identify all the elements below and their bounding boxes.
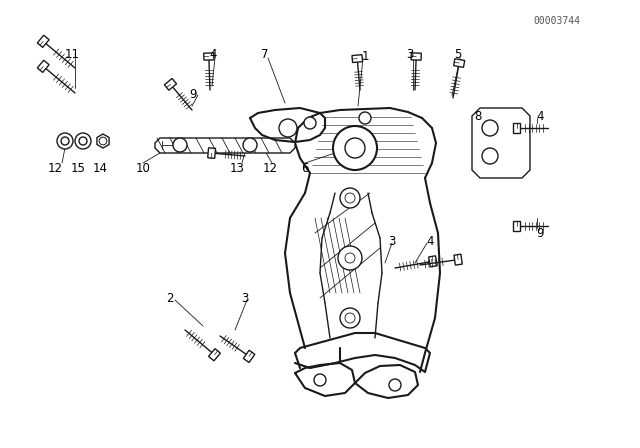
Circle shape [345, 138, 365, 158]
Text: 1: 1 [361, 49, 369, 63]
Text: 12: 12 [262, 161, 278, 175]
Polygon shape [411, 53, 421, 60]
Polygon shape [204, 53, 214, 60]
Circle shape [359, 112, 371, 124]
Polygon shape [454, 254, 462, 265]
Circle shape [314, 374, 326, 386]
Circle shape [345, 313, 355, 323]
Polygon shape [37, 35, 49, 47]
Circle shape [345, 253, 355, 263]
Circle shape [482, 120, 498, 136]
Circle shape [99, 137, 107, 145]
Circle shape [340, 188, 360, 208]
Polygon shape [429, 256, 437, 267]
Text: 3: 3 [241, 292, 249, 305]
Text: 7: 7 [261, 47, 269, 60]
Circle shape [243, 138, 257, 152]
Text: 13: 13 [230, 161, 244, 175]
Polygon shape [454, 59, 465, 67]
Circle shape [342, 130, 358, 146]
Circle shape [338, 246, 362, 270]
Polygon shape [209, 349, 220, 361]
Polygon shape [208, 148, 216, 158]
Polygon shape [513, 123, 520, 133]
Polygon shape [352, 55, 362, 63]
Polygon shape [164, 78, 177, 90]
Text: 8: 8 [474, 109, 482, 122]
Text: 15: 15 [70, 161, 85, 175]
Polygon shape [155, 138, 295, 153]
Text: 14: 14 [93, 161, 108, 175]
Text: 9: 9 [189, 87, 196, 100]
Polygon shape [513, 221, 520, 231]
Circle shape [333, 126, 377, 170]
Circle shape [482, 148, 498, 164]
Text: 4: 4 [536, 109, 544, 122]
Polygon shape [37, 60, 49, 73]
Text: 2: 2 [166, 292, 173, 305]
Circle shape [79, 137, 87, 145]
Text: 3: 3 [388, 234, 396, 247]
Circle shape [304, 117, 316, 129]
Polygon shape [243, 350, 255, 362]
Text: 10: 10 [136, 161, 150, 175]
Circle shape [75, 133, 91, 149]
Polygon shape [97, 134, 109, 148]
Text: 4: 4 [426, 234, 434, 247]
Text: 3: 3 [406, 47, 413, 60]
Circle shape [173, 138, 187, 152]
Text: 9: 9 [536, 227, 544, 240]
Text: 5: 5 [454, 47, 461, 60]
Text: 00003744: 00003744 [533, 16, 580, 26]
Circle shape [57, 133, 73, 149]
Circle shape [389, 379, 401, 391]
Circle shape [279, 119, 297, 137]
Circle shape [61, 137, 69, 145]
Polygon shape [472, 108, 530, 178]
Circle shape [340, 308, 360, 328]
Text: 6: 6 [301, 161, 308, 175]
Text: 4: 4 [209, 47, 217, 60]
Text: 12: 12 [47, 161, 63, 175]
Circle shape [345, 193, 355, 203]
Text: 11: 11 [65, 47, 79, 60]
